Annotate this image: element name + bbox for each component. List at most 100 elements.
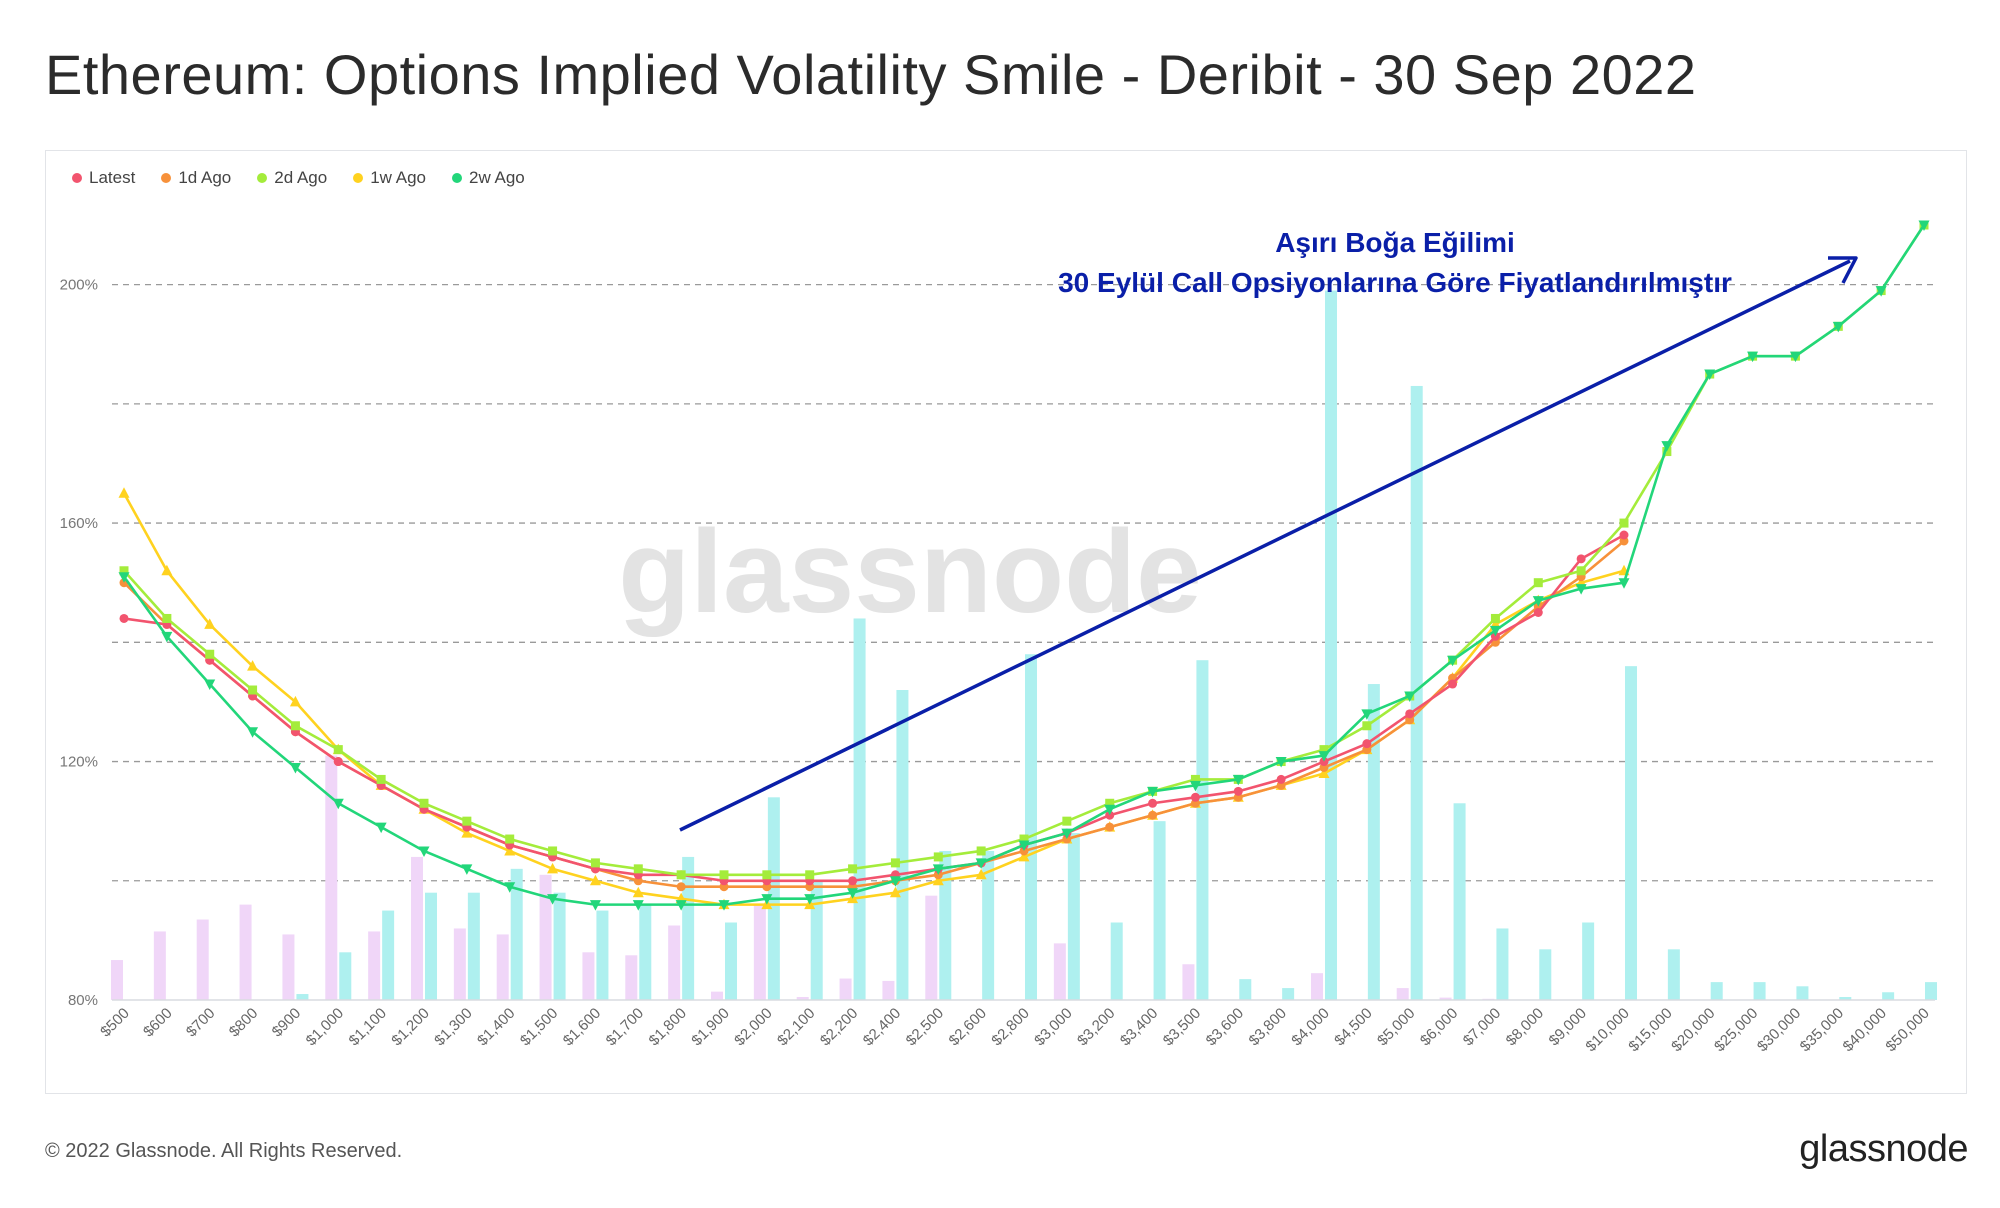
annotation-arrowhead xyxy=(1828,256,1858,284)
legend-dot-1d-ago xyxy=(161,173,172,183)
series-marker-1d-ago xyxy=(1105,822,1115,832)
call-volume-bar xyxy=(1667,949,1680,1000)
put-volume-bar xyxy=(453,928,466,1000)
series-marker-2d-ago xyxy=(976,846,986,856)
series-marker-2w-ago xyxy=(1875,286,1887,297)
legend-item-latest[interactable]: Latest xyxy=(72,168,135,188)
series-marker-2w-ago xyxy=(247,727,259,738)
series-marker-1d-ago xyxy=(1148,810,1158,820)
x-tick-label: $1,600 xyxy=(560,1005,604,1049)
put-volume-bar xyxy=(1439,997,1452,1000)
x-tick-label: $2,600 xyxy=(946,1005,990,1049)
series-marker-2w-ago xyxy=(1618,578,1630,589)
series-marker-2w-ago xyxy=(675,900,687,911)
call-volume-bar xyxy=(339,952,352,1000)
series-marker-2d-ago xyxy=(505,834,515,844)
x-tick-label: $4,000 xyxy=(1288,1005,1332,1049)
legend-item-2w-ago[interactable]: 2w Ago xyxy=(451,168,525,188)
series-marker-2d-ago xyxy=(1062,816,1072,826)
brand-logo: glassnode xyxy=(1799,1128,1968,1170)
call-volume-bar xyxy=(553,892,566,1000)
series-marker-latest xyxy=(1448,679,1458,689)
put-volume-bar xyxy=(368,931,381,1000)
x-tick-label: $800 xyxy=(226,1005,262,1041)
series-marker-2d-ago xyxy=(848,864,858,874)
x-tick-label: $6,000 xyxy=(1417,1005,1461,1049)
legend-item-2d-ago[interactable]: 2d Ago xyxy=(257,168,327,188)
put-volume-bar xyxy=(325,755,338,1000)
series-marker-latest xyxy=(1362,739,1372,749)
series-marker-2w-ago xyxy=(1747,351,1759,363)
put-volume-bar xyxy=(582,952,595,1000)
call-volume-bar xyxy=(1539,949,1552,1000)
call-volume-bar xyxy=(939,850,952,1000)
call-volume-bar xyxy=(1496,928,1509,1000)
series-marker-1w-ago xyxy=(247,660,259,671)
series-marker-latest xyxy=(1148,798,1158,808)
call-volume-bar xyxy=(896,690,909,1000)
series-marker-2w-ago xyxy=(1832,321,1844,333)
series-marker-2d-ago xyxy=(548,846,558,856)
put-volume-bar xyxy=(882,980,895,1000)
series-marker-1w-ago xyxy=(289,695,301,707)
series-marker-1w-ago xyxy=(204,618,216,629)
annotation: Aşırı Boğa Eğilimi 30 Eylül Call Opsiyon… xyxy=(679,227,1858,832)
x-tick-label: $2,200 xyxy=(817,1005,861,1049)
y-tick-label: 160% xyxy=(60,515,98,532)
call-volume-bar xyxy=(1453,803,1466,1000)
legend-label-2w-ago: 2w Ago xyxy=(468,168,525,187)
series-marker-1w-ago xyxy=(161,564,173,576)
series-marker-2d-ago xyxy=(762,870,772,880)
series-marker-1w-ago xyxy=(504,844,516,856)
series-marker-2w-ago xyxy=(161,631,173,643)
series-marker-2w-ago xyxy=(289,763,301,774)
call-volume-bar xyxy=(425,892,437,1000)
series-marker-latest xyxy=(1619,530,1629,540)
call-volume-bar xyxy=(725,922,737,1000)
series-marker-1w-ago xyxy=(1018,850,1030,862)
series-marker-2d-ago xyxy=(676,870,686,880)
series-marker-2d-ago xyxy=(162,613,172,623)
put-volume-bar xyxy=(1182,964,1195,1000)
put-volume-bar xyxy=(153,931,166,1000)
series-marker-2d-ago xyxy=(290,721,300,731)
call-volume-bar xyxy=(1582,922,1595,1000)
x-tick-label: $2,100 xyxy=(774,1005,818,1049)
series-marker-2w-ago xyxy=(847,888,859,899)
legend-item-1w-ago[interactable]: 1w Ago xyxy=(353,168,426,188)
series-marker-2w-ago xyxy=(1404,691,1416,702)
x-tick-label: $1,900 xyxy=(688,1005,732,1049)
series-marker-2w-ago xyxy=(1018,840,1030,851)
series-marker-latest xyxy=(119,613,129,623)
put-volume-bar xyxy=(239,904,252,1000)
series-marker-2d-ago xyxy=(1105,798,1115,808)
x-tick-label: $1,400 xyxy=(474,1005,518,1049)
series-lines xyxy=(118,220,1930,911)
series-marker-2w-ago xyxy=(1104,804,1116,816)
x-tick-label: $20,000 xyxy=(1668,1005,1718,1055)
series-marker-1d-ago xyxy=(676,882,686,892)
series-marker-1w-ago xyxy=(589,874,601,886)
series-marker-2d-ago xyxy=(1319,745,1329,755)
series-marker-2d-ago xyxy=(1190,774,1200,784)
call-volume-bar xyxy=(1796,986,1809,1000)
legend-item-1d-ago[interactable]: 1d Ago xyxy=(161,168,231,188)
series-marker-2w-ago xyxy=(118,572,130,583)
series-marker-1w-ago xyxy=(1318,767,1330,778)
legend-label-latest: Latest xyxy=(89,168,136,187)
series-marker-2d-ago xyxy=(248,685,258,695)
series-marker-1w-ago xyxy=(118,487,130,498)
call-volume-bar xyxy=(1025,654,1037,1000)
series-marker-2w-ago xyxy=(1489,625,1501,637)
call-volume-bar xyxy=(596,910,609,1000)
series-marker-2w-ago xyxy=(418,846,430,857)
call-volume-bar xyxy=(1882,992,1895,1000)
x-tick-label: $500 xyxy=(97,1005,133,1041)
put-volume-bar xyxy=(111,960,123,1000)
series-marker-2w-ago xyxy=(204,679,216,691)
x-tick-label: $3,600 xyxy=(1203,1005,1247,1049)
series-marker-2w-ago xyxy=(1061,828,1073,840)
series-marker-2w-ago xyxy=(1575,584,1587,595)
x-tick-label: $600 xyxy=(140,1005,176,1041)
put-volume-bar xyxy=(496,934,509,1000)
